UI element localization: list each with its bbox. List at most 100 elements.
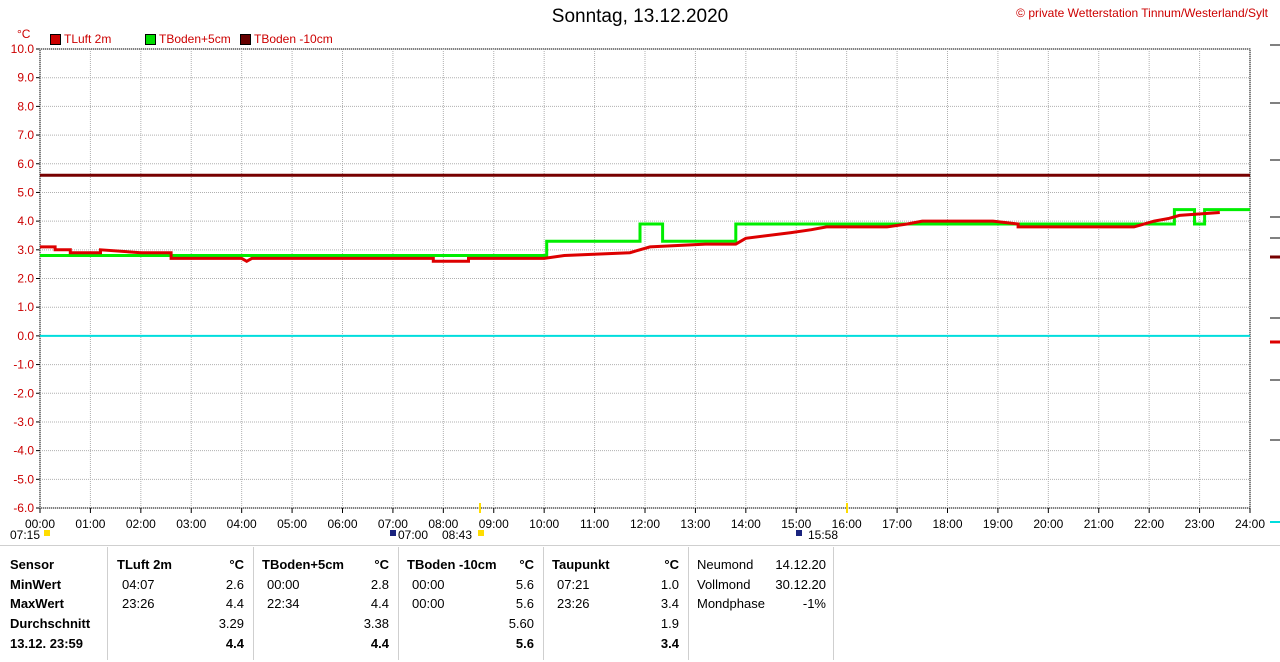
event-marker — [796, 530, 802, 536]
x-tick-label: 02:00 — [126, 517, 156, 531]
x-tick-label: 21:00 — [1084, 517, 1114, 531]
table-cell-value: 3.29 — [218, 616, 244, 631]
series-line — [40, 211, 1220, 264]
table-cell-value: 1.0 — [660, 577, 679, 592]
y-tick-label: -4.0 — [13, 444, 34, 458]
table-divider — [398, 547, 399, 660]
x-tick-label: 12:00 — [630, 517, 660, 531]
table-cell-value: 4.4 — [225, 596, 244, 611]
y-tick-label: -3.0 — [13, 415, 34, 429]
x-tick-label: 24:00 — [1235, 517, 1265, 531]
moon-value: 30.12.20 — [775, 577, 826, 592]
x-tick-label: 16:00 — [832, 517, 862, 531]
legend-swatch — [240, 33, 251, 45]
moon-label: Vollmond — [697, 577, 751, 592]
legend-item-tboden10: TBoden -10cm — [240, 32, 333, 46]
table-header-unit: °C — [519, 557, 534, 572]
legend-item-tboden5: TBoden+5cm — [145, 32, 231, 46]
copyright-text: © private Wetterstation Tinnum/Westerlan… — [1016, 6, 1268, 20]
table-header-unit: °C — [664, 557, 679, 572]
event-marker — [390, 530, 396, 536]
y-tick-label: -5.0 — [13, 472, 34, 486]
legend-label: TBoden+5cm — [159, 32, 231, 46]
table-cell-value: 3.38 — [363, 616, 389, 631]
x-tick-label: 10:00 — [529, 517, 559, 531]
legend-swatch — [50, 33, 61, 45]
table-cell-value: 4.4 — [225, 636, 244, 651]
table-header-unit: °C — [374, 557, 389, 572]
table-cell-value: 4.4 — [370, 636, 389, 651]
table-cell-value: 2.8 — [370, 577, 389, 592]
x-tick-label: 06:00 — [327, 517, 357, 531]
y-tick-label: 6.0 — [17, 157, 34, 171]
moon-value: 14.12.20 — [775, 557, 826, 572]
x-tick-label: 04:00 — [227, 517, 257, 531]
y-tick-label: 3.0 — [17, 243, 34, 257]
table-cell-time: 00:00 — [412, 577, 445, 592]
table-header-sensor-name: TLuft 2m — [117, 557, 172, 572]
sun-marker-small — [478, 530, 484, 536]
table-top-border — [0, 545, 1280, 546]
x-tick-label: 14:00 — [731, 517, 761, 531]
table-cell-time: 23:26 — [122, 596, 155, 611]
table-header-sensor-name: TBoden -10cm — [407, 557, 497, 572]
table-cell-value: 3.4 — [660, 596, 679, 611]
series-line — [40, 208, 1250, 257]
sunrise-label: 07:15 — [10, 528, 40, 542]
chart-title: Sonntag, 13.12.2020 — [551, 6, 729, 27]
table-cell-value: 3.4 — [660, 636, 679, 651]
y-tick-label: -1.0 — [13, 358, 34, 372]
table-header-sensor: Sensor — [10, 557, 55, 572]
x-tick-label: 18:00 — [932, 517, 962, 531]
moon-label: Neumond — [697, 557, 754, 572]
x-tick-label: 11:00 — [580, 517, 609, 531]
x-tick-label: 13:00 — [680, 517, 710, 531]
table-row-label: 13.12. 23:59 — [10, 636, 84, 651]
y-unit-label: °C — [17, 27, 31, 41]
x-tick-label: 09:00 — [479, 517, 509, 531]
x-tick-label: 03:00 — [176, 517, 206, 531]
y-tick-label: -2.0 — [13, 386, 34, 400]
table-divider — [688, 547, 689, 660]
table-divider — [543, 547, 544, 660]
y-tick-label: -6.0 — [13, 501, 34, 515]
y-tick-label: 5.0 — [17, 185, 34, 199]
table-cell-time: 04:07 — [122, 577, 155, 592]
table-divider — [833, 547, 834, 660]
table-cell-time: 07:21 — [557, 577, 590, 592]
legend-swatch — [145, 33, 156, 45]
table-cell-time: 22:34 — [267, 596, 300, 611]
table-cell-value: 5.6 — [515, 636, 534, 651]
y-tick-label: 0.0 — [17, 329, 34, 343]
table-cell-value: 5.6 — [515, 596, 534, 611]
x-tick-label: 23:00 — [1185, 517, 1215, 531]
x-tick-label: 05:00 — [277, 517, 307, 531]
table-cell-value: 5.6 — [515, 577, 534, 592]
x-tick-label: 07:00 — [378, 517, 408, 531]
legend-item-tluft: TLuft 2m — [50, 32, 111, 46]
moon-value: -1% — [802, 596, 826, 611]
sunrise-marker — [44, 530, 50, 536]
legend-label: TLuft 2m — [64, 32, 112, 46]
table-header-unit: °C — [229, 557, 244, 572]
sun-label: 15:58 — [808, 528, 838, 542]
table-row-label: MaxWert — [10, 596, 64, 611]
y-tick-label: 7.0 — [17, 128, 34, 142]
sun-label: 07:00 — [398, 528, 428, 542]
moon-label: Mondphase — [697, 596, 765, 611]
y-tick-label: 2.0 — [17, 272, 34, 286]
table-cell-time: 00:00 — [267, 577, 300, 592]
y-tick-label: 10.0 — [11, 42, 35, 56]
x-tick-label: 01:00 — [75, 517, 105, 531]
x-tick-label: 17:00 — [882, 517, 912, 531]
x-tick-label: 00:00 — [25, 517, 55, 531]
table-header-sensor-name: TBoden+5cm — [262, 557, 344, 572]
x-tick-label: 19:00 — [983, 517, 1013, 531]
x-tick-label: 20:00 — [1033, 517, 1063, 531]
table-header-sensor-name: Taupunkt — [552, 557, 610, 572]
table-cell-time: 00:00 — [412, 596, 445, 611]
table-row-label: Durchschnitt — [10, 616, 91, 631]
y-tick-label: 8.0 — [17, 99, 34, 113]
table-divider — [107, 547, 108, 660]
table-cell-value: 2.6 — [225, 577, 244, 592]
